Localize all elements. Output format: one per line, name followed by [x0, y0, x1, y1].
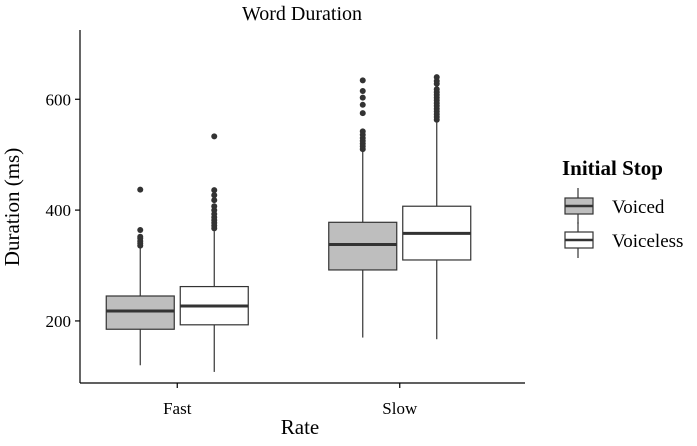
x-axis-title: Rate [281, 415, 319, 439]
box-voiceless-fast [179, 133, 249, 372]
box-body [105, 295, 175, 330]
y-tick-label: 200 [46, 312, 72, 331]
x-ticks: Fast Slow [163, 383, 418, 418]
legend-label-voiceless: Voiceless [612, 231, 683, 252]
outlier-point [359, 128, 366, 135]
box-body [328, 221, 398, 271]
outlier-point [359, 94, 366, 101]
legend-key-voiceless [564, 222, 594, 258]
outlier-point [211, 192, 218, 199]
y-tick-label: 600 [46, 90, 72, 109]
outlier-point [433, 86, 440, 93]
x-tick-label: Slow [382, 399, 418, 418]
outlier-point [211, 187, 218, 194]
outlier-point [137, 233, 144, 240]
outlier-point [211, 203, 218, 210]
outlier-point [359, 77, 366, 84]
y-tick-label: 400 [46, 201, 72, 220]
box-voiced-slow [328, 77, 398, 338]
outlier-point [433, 74, 440, 81]
outlier-point [211, 197, 218, 204]
outlier-point [359, 110, 366, 117]
box-voiced-fast [105, 186, 175, 366]
plot-area: 200 400 600 Fast Slow [46, 30, 525, 418]
outlier-point [137, 186, 144, 193]
y-axis-title: Duration (ms) [0, 148, 24, 266]
outlier-point [359, 101, 366, 108]
chart-title: Word Duration [242, 3, 362, 25]
x-tick-label: Fast [163, 399, 192, 418]
outlier-point [211, 133, 218, 140]
y-ticks: 200 400 600 [46, 90, 80, 331]
legend-items: Voiced Voiceless [564, 188, 683, 258]
outlier-point [137, 227, 144, 234]
legend-title: Initial Stop [562, 156, 663, 180]
legend: Initial Stop Voiced Voiceless [562, 156, 683, 258]
legend-label-voiced: Voiced [612, 197, 665, 218]
legend-key-voiced [564, 188, 594, 224]
box-voiceless-slow [402, 74, 472, 340]
outlier-point [359, 87, 366, 94]
boxes [105, 74, 472, 372]
